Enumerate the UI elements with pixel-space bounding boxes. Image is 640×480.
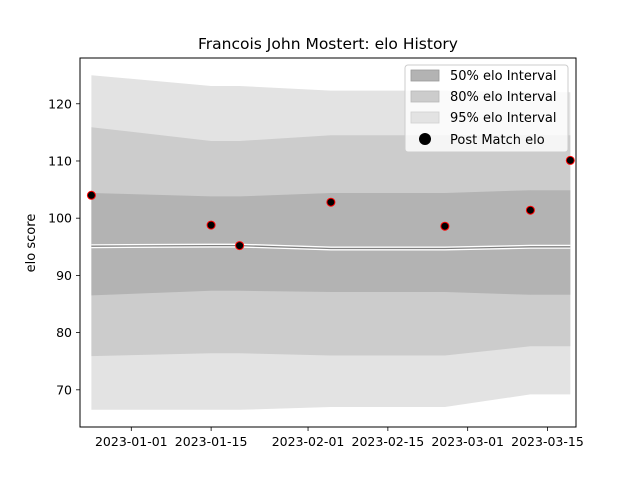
post-match-point	[440, 221, 450, 231]
mean-line-group	[91, 243, 571, 251]
y-tick-label: 120	[48, 96, 72, 111]
legend-label-post-match: Post Match elo	[450, 133, 545, 148]
post-match-point	[86, 190, 96, 200]
legend-swatch-95	[410, 111, 440, 124]
mean-line	[91, 244, 571, 250]
x-tick-label: 2023-02-01	[272, 434, 345, 449]
plot-frame	[79, 57, 577, 428]
y-axis-ticks: 70 80 90 100 110 120	[48, 96, 80, 397]
legend-box	[404, 64, 569, 153]
x-tick-label: 2023-01-15	[175, 434, 248, 449]
legend-marker-post-match	[419, 133, 431, 145]
chart-title: Francois John Mostert: elo History	[198, 35, 458, 53]
legend-label-95: 95% elo Interval	[450, 111, 557, 126]
post-match-point	[565, 155, 575, 165]
y-tick-label: 100	[48, 211, 72, 226]
legend-label-50: 50% elo Interval	[450, 69, 557, 84]
legend: 50% elo Interval 80% elo Interval 95% el…	[404, 64, 569, 153]
post-match-points	[86, 155, 575, 251]
x-tick-label: 2023-03-15	[511, 434, 584, 449]
post-match-point	[326, 197, 336, 207]
legend-label-80: 80% elo Interval	[450, 90, 557, 105]
x-axis-ticks: 2023-01-01 2023-01-15 2023-02-01 2023-02-15…	[95, 427, 584, 449]
y-tick-label: 80	[56, 325, 72, 340]
post-match-point	[206, 220, 216, 230]
post-match-point	[525, 205, 535, 215]
legend-swatch-50	[410, 69, 440, 82]
y-axis-title: elo score	[24, 214, 39, 273]
post-match-point	[235, 241, 245, 251]
y-tick-label: 110	[48, 153, 72, 168]
x-tick-label: 2023-01-01	[95, 434, 168, 449]
x-tick-label: 2023-02-15	[352, 434, 425, 449]
y-tick-label: 70	[56, 382, 72, 397]
x-tick-label: 2023-03-01	[431, 434, 504, 449]
legend-swatch-80	[410, 90, 440, 103]
y-tick-label: 90	[56, 268, 72, 283]
band-50-interval	[91, 190, 571, 296]
interval-bands	[91, 75, 571, 410]
